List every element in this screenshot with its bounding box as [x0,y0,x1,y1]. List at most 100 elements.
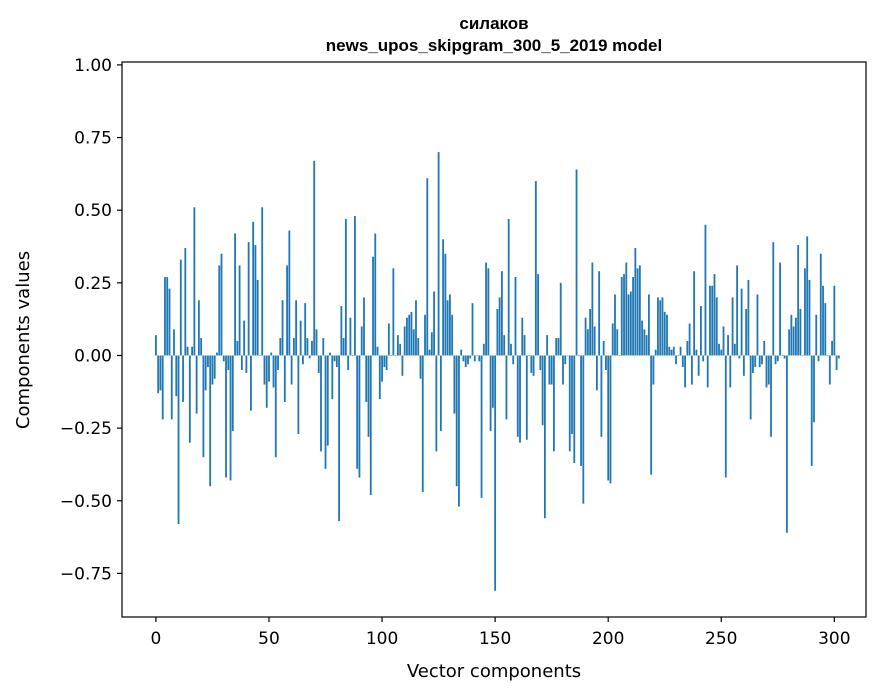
bar-28 [218,265,221,356]
bar-285 [799,308,802,356]
bar-224 [661,297,664,356]
bar-150 [494,355,497,591]
bar-276 [779,262,781,356]
bar-172 [543,355,546,519]
bar-65 [302,355,304,365]
bar-299 [831,340,833,356]
bar-110 [403,326,406,356]
bar-8 [173,329,175,356]
bar-33 [229,355,232,481]
bar-213 [636,268,639,356]
bar-52 [272,355,275,388]
bar-269 [763,340,766,356]
chart-title: силаков [459,14,528,33]
bar-209 [627,294,630,356]
bar-217 [645,335,648,356]
bar-112 [408,314,411,356]
bar-283 [794,317,797,356]
bar-198 [602,340,605,356]
bar-18 [195,355,198,414]
bar-67 [306,338,309,356]
bar-16 [191,346,194,356]
bar-92 [363,297,365,356]
bar-35 [234,233,236,356]
y-tick-label-7: −0.75 [60,564,112,584]
x-tick-label-1: 50 [258,629,280,649]
bar-93 [365,355,368,402]
bar-210 [629,291,632,356]
bar-240 [697,355,700,376]
bar-96 [372,256,374,356]
bar-142 [476,355,478,357]
bar-247 [713,274,716,356]
y-tick-label-5: −0.25 [60,419,112,439]
bar-278 [783,355,786,359]
bar-164 [525,355,528,440]
bar-25 [211,355,214,385]
bar-223 [659,300,662,356]
bar-205 [618,355,621,357]
bar-29 [220,253,223,356]
bar-117 [419,355,422,379]
bar-101 [383,355,386,368]
bar-131 [451,314,454,356]
bar-202 [611,323,614,356]
bar-160 [516,355,519,437]
bar-280 [788,329,791,356]
bar-204 [616,329,619,356]
bar-45 [256,279,259,356]
bar-19 [197,300,200,356]
bar-251 [722,326,725,356]
bar-26 [213,355,216,379]
bar-97 [374,233,377,356]
bar-30 [222,355,225,362]
bar-226 [666,314,668,356]
bar-15 [188,355,191,443]
bar-68 [308,355,311,359]
bar-17 [193,207,196,356]
bar-83 [342,338,345,356]
bar-108 [399,343,402,356]
bar-56 [281,300,284,356]
bar-183 [568,355,571,452]
bar-287 [804,268,806,356]
bar-73 [320,355,322,452]
bar-242 [702,355,705,362]
bar-118 [421,355,424,493]
bar-58 [286,265,288,356]
bar-20 [200,338,203,356]
bar-34 [231,355,234,432]
bar-168 [534,181,537,356]
bar-60 [290,355,293,385]
bar-116 [417,338,420,356]
bar-72 [317,355,320,373]
bar-63 [297,355,300,434]
bar-55 [279,338,282,356]
bar-38 [240,355,243,371]
bar-2 [159,355,162,391]
bar-53 [274,355,277,458]
bar-184 [571,355,573,434]
bar-124 [435,355,438,452]
bar-219 [650,355,653,475]
bar-89 [356,355,359,469]
bar-257 [736,265,739,356]
bar-78 [331,355,334,400]
bar-27 [216,352,218,356]
bar-146 [485,262,487,356]
bar-225 [663,311,666,356]
bar-256 [733,343,736,356]
bar-62 [295,300,298,356]
bar-37 [238,265,241,356]
bar-136 [462,355,465,362]
bar-166 [530,355,533,373]
bar-254 [729,355,732,388]
bar-14 [186,346,189,356]
bar-294 [819,253,822,356]
bar-192 [589,308,592,356]
bar-265 [754,355,757,368]
bar-129 [446,300,449,356]
bar-31 [225,355,227,478]
y-tick-label-1: 0.75 [74,129,112,149]
bar-61 [292,338,295,356]
